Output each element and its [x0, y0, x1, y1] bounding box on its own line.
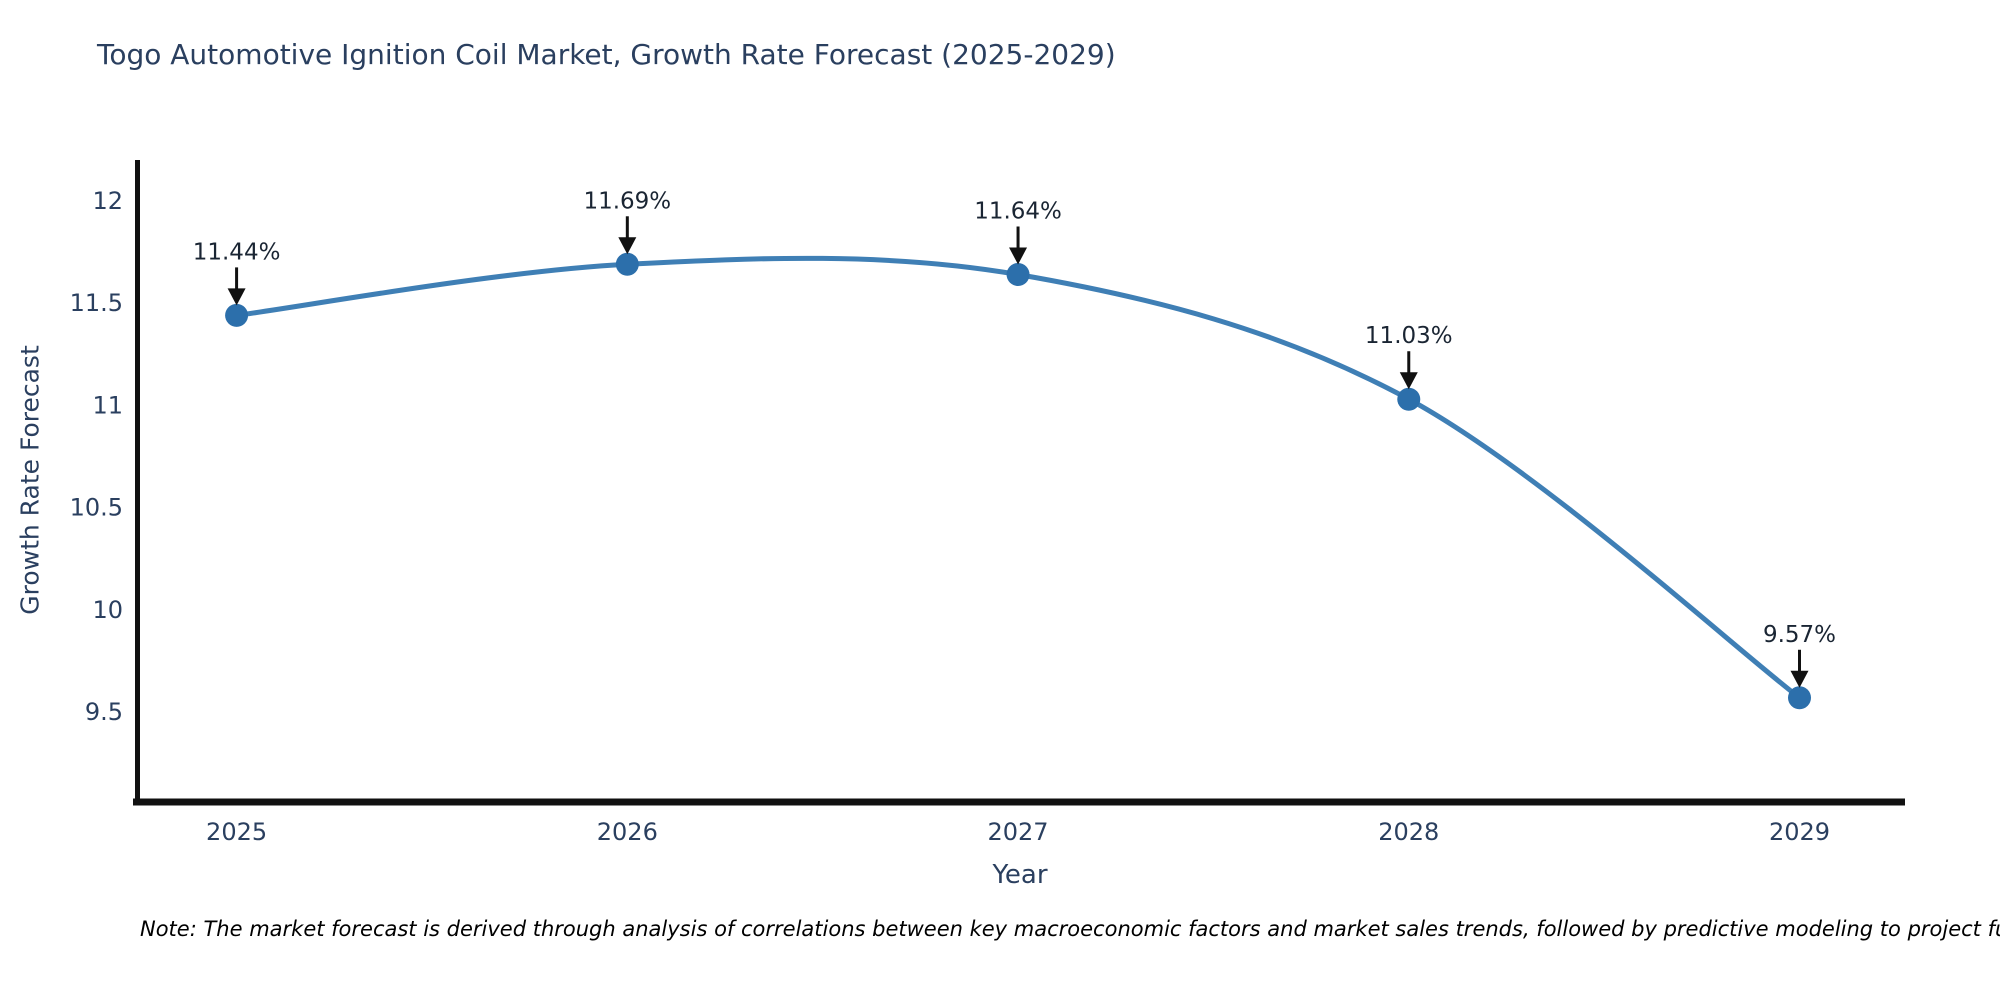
y-tick-label: 9.5 — [85, 698, 123, 726]
point-annotation-label: 11.44% — [193, 239, 281, 265]
x-tick-label: 2029 — [1769, 818, 1830, 846]
data-point-marker — [1006, 263, 1030, 287]
data-point-marker — [1397, 387, 1421, 411]
annotation-arrow-head — [618, 237, 637, 255]
y-tick-label: 12 — [92, 187, 123, 215]
point-annotation-label: 11.03% — [1365, 323, 1453, 349]
point-annotation-label: 11.69% — [583, 188, 671, 214]
y-tick-label: 10.5 — [70, 494, 123, 522]
x-tick-label: 2025 — [206, 818, 267, 846]
y-tick-label: 11 — [92, 391, 123, 419]
point-annotation-label: 11.64% — [974, 199, 1062, 225]
x-tick-label: 2026 — [597, 818, 658, 846]
series-line — [234, 255, 1802, 701]
y-tick-label: 10 — [92, 596, 123, 624]
data-point-marker — [615, 252, 639, 276]
chart-note: Note: The market forecast is derived thr… — [140, 917, 2000, 941]
x-tick-label: 2028 — [1378, 818, 1439, 846]
annotation-arrow-head — [1399, 372, 1418, 390]
point-annotation-label: 9.57% — [1763, 622, 1836, 648]
chart-title: Togo Automotive Ignition Coil Market, Gr… — [97, 38, 1116, 71]
data-point-marker — [225, 303, 249, 327]
annotation-arrow-head — [1790, 670, 1809, 688]
annotation-arrow-head — [227, 288, 246, 306]
y-tick-label: 11.5 — [70, 289, 123, 317]
data-point-marker — [1788, 686, 1812, 710]
x-axis-title: Year — [992, 860, 1048, 890]
annotation-arrow-head — [1009, 247, 1028, 265]
x-tick-label: 2027 — [988, 818, 1049, 846]
